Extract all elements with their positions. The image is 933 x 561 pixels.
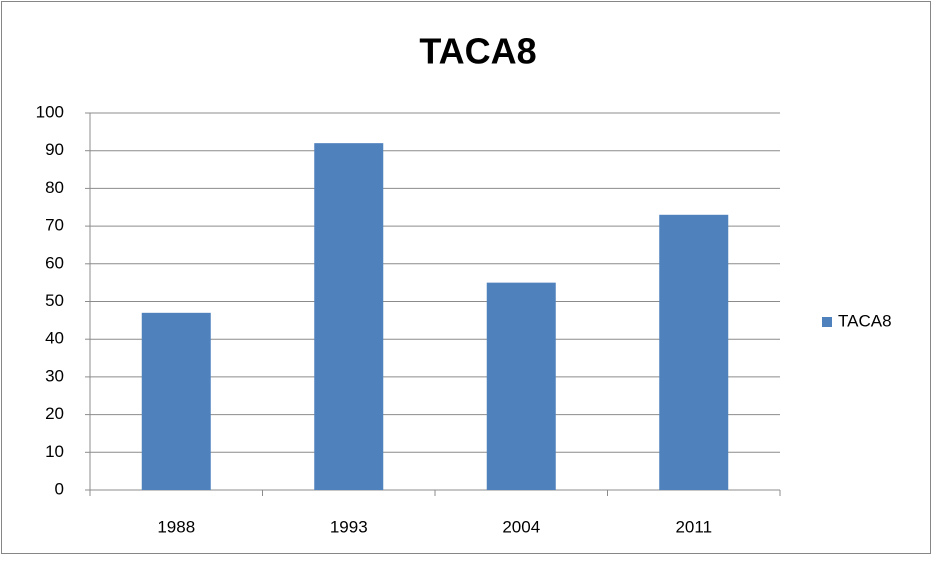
y-tick-label: 20: [45, 404, 64, 423]
y-tick-label: 30: [45, 366, 64, 385]
chart-title: TACA8: [419, 31, 536, 72]
x-tick-label: 2004: [502, 517, 540, 536]
legend-swatch: [822, 317, 832, 327]
y-tick-label: 80: [45, 178, 64, 197]
legend-label: TACA8: [838, 311, 892, 330]
y-tick-label: 100: [36, 102, 64, 121]
y-tick-label: 0: [55, 479, 64, 498]
y-tick-label: 10: [45, 442, 64, 461]
y-tick-label: 90: [45, 140, 64, 159]
y-tick-label: 50: [45, 291, 64, 310]
bar: [486, 282, 556, 490]
bar: [659, 214, 729, 491]
x-tick-label: 1988: [157, 517, 195, 536]
y-tick-label: 70: [45, 216, 64, 235]
y-tick-label: 40: [45, 329, 64, 348]
bar: [314, 143, 384, 490]
x-tick-label: 1993: [330, 517, 368, 536]
y-tick-label: 60: [45, 253, 64, 272]
bar: [141, 312, 211, 490]
x-tick-label: 2011: [675, 517, 712, 536]
